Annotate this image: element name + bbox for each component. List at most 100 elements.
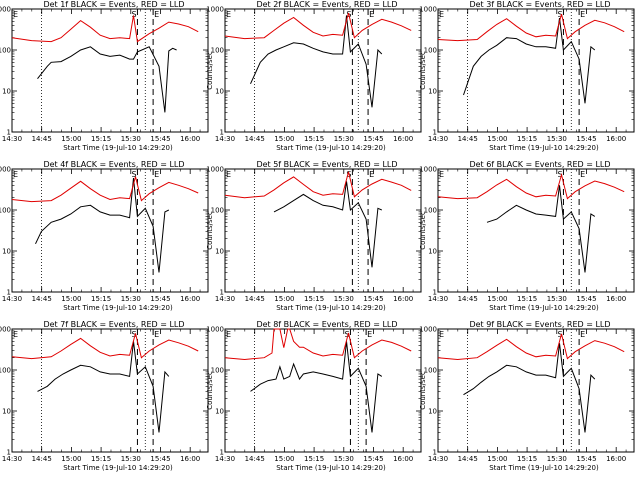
x-tick-label: 15:45	[363, 455, 383, 463]
marker-e-left: E	[226, 170, 231, 179]
x-tick-label: 15:30	[334, 295, 354, 303]
marker-e-left: E	[13, 330, 18, 339]
marker-s: S	[557, 330, 562, 339]
marker-e-left: E	[226, 10, 231, 19]
axes-frame	[11, 328, 209, 453]
x-tick-label: 15:30	[121, 455, 141, 463]
panel-svg: Det 8f BLACK = Events, RED = LLD 1 10 100 10…	[206, 320, 422, 472]
panel-title: Det 4f BLACK = Events, RED = LLD	[43, 160, 184, 169]
y-tick-label: 10	[2, 408, 11, 416]
x-tick-label: 15:45	[363, 135, 383, 143]
x-tick-label: 14:45	[32, 295, 52, 303]
marker-e-right: E	[369, 170, 374, 179]
x-tick-label: 15:45	[150, 135, 170, 143]
panel-title: Det 1f BLACK = Events, RED = LLD	[43, 0, 184, 9]
marker-e-right: E	[369, 10, 374, 19]
x-axis-label: Start Time (19-Jul-10 14:29:20)	[489, 464, 599, 472]
series-lld-line	[11, 15, 199, 43]
x-axis-label: Start Time (19-Jul-10 14:29:20)	[63, 144, 173, 152]
y-tick-label: 100	[424, 367, 437, 375]
detector-panel: Det 8f BLACK = Events, RED = LLD 1 10 100 10…	[206, 320, 426, 480]
x-tick-label: 14:30	[215, 135, 235, 143]
marker-e-right: E	[154, 170, 159, 179]
y-axis-label: Counts/sec	[419, 51, 427, 90]
x-tick-label: 15:15	[91, 455, 111, 463]
x-tick-label: 15:00	[487, 455, 507, 463]
marker-e-right: E	[154, 10, 159, 19]
panel-title: Det 9f BLACK = Events, RED = LLD	[469, 320, 610, 329]
series-events-line	[273, 181, 382, 268]
panel-svg: Det 3f BLACK = Events, RED = LLD 1 10 100 10…	[419, 0, 635, 152]
x-axis-label: Start Time (19-Jul-10 14:29:20)	[63, 464, 173, 472]
series-events-line	[486, 185, 596, 273]
y-tick-label: 1	[220, 449, 224, 457]
y-tick-label: 1000	[206, 6, 224, 14]
y-tick-label: 10	[2, 248, 11, 256]
panel-svg: Det 2f BLACK = Events, RED = LLD 1 10 100 10…	[206, 0, 422, 152]
y-tick-label: 10	[428, 408, 437, 416]
x-tick-label: 15:15	[91, 295, 111, 303]
x-tick-label: 14:30	[428, 295, 448, 303]
marker-e-right: E	[580, 10, 585, 19]
marker-s: S	[131, 10, 136, 19]
y-axis-label: Counts/sec	[0, 371, 1, 410]
x-tick-label: 14:45	[245, 455, 265, 463]
x-tick-label: 15:30	[121, 135, 141, 143]
y-tick-label: 1	[7, 129, 11, 137]
panel-svg: Det 6f BLACK = Events, RED = LLD 1 10 100 10…	[419, 160, 635, 312]
y-tick-label: 100	[0, 47, 11, 55]
axes-frame	[224, 328, 422, 453]
x-tick-label: 14:45	[32, 455, 52, 463]
marker-e-left: E	[439, 10, 444, 19]
x-tick-label: 14:30	[2, 295, 22, 303]
x-tick-label: 14:30	[2, 135, 22, 143]
x-tick-label: 15:30	[334, 135, 354, 143]
x-axis-label: Start Time (19-Jul-10 14:29:20)	[489, 144, 599, 152]
x-tick-label: 15:00	[487, 295, 507, 303]
y-axis-label: Counts/sec	[0, 211, 1, 250]
detector-panel: Det 4f BLACK = Events, RED = LLD 1 10 100 10…	[0, 160, 213, 320]
series-lld-line	[437, 172, 625, 200]
x-tick-label: 15:15	[517, 455, 537, 463]
x-tick-label: 15:30	[121, 295, 141, 303]
series-events-line	[463, 343, 596, 433]
marker-s: S	[131, 330, 136, 339]
axes-frame	[437, 168, 635, 293]
x-tick-label: 14:45	[458, 135, 478, 143]
panel-svg: Det 5f BLACK = Events, RED = LLD 1 10 100 10…	[206, 160, 422, 312]
y-axis-label: Counts/sec	[419, 211, 427, 250]
marker-s: S	[344, 330, 349, 339]
y-tick-label: 100	[211, 207, 224, 215]
y-tick-label: 10	[428, 88, 437, 96]
x-tick-label: 15:30	[547, 295, 567, 303]
x-tick-label: 14:30	[2, 455, 22, 463]
x-tick-label: 15:45	[576, 135, 596, 143]
x-tick-label: 14:30	[428, 455, 448, 463]
panel-title: Det 6f BLACK = Events, RED = LLD	[469, 160, 610, 169]
x-tick-label: 14:45	[32, 135, 52, 143]
detector-panel: Det 9f BLACK = Events, RED = LLD 1 10 100 10…	[419, 320, 639, 480]
x-tick-label: 15:15	[517, 135, 537, 143]
panel-title: Det 3f BLACK = Events, RED = LLD	[469, 0, 610, 9]
y-tick-label: 100	[424, 207, 437, 215]
x-tick-label: 15:15	[304, 135, 324, 143]
y-tick-label: 1000	[206, 326, 224, 334]
marker-e-left: E	[226, 330, 231, 339]
detector-panel: Det 2f BLACK = Events, RED = LLD 1 10 100 10…	[206, 0, 426, 160]
y-tick-label: 1	[7, 289, 11, 297]
panel-title: Det 2f BLACK = Events, RED = LLD	[256, 0, 397, 9]
series-events-line	[463, 18, 596, 104]
y-tick-label: 1000	[0, 6, 11, 14]
x-tick-label: 15:45	[576, 455, 596, 463]
axes-frame	[437, 328, 635, 453]
y-tick-label: 10	[428, 248, 437, 256]
marker-s: S	[557, 170, 562, 179]
x-tick-label: 15:45	[363, 295, 383, 303]
y-tick-label: 1000	[419, 326, 437, 334]
panel-svg: Det 9f BLACK = Events, RED = LLD 1 10 100 10…	[419, 320, 635, 472]
detector-panel: Det 7f BLACK = Events, RED = LLD 1 10 100 10…	[0, 320, 213, 480]
y-tick-label: 1000	[206, 166, 224, 174]
y-tick-label: 100	[211, 367, 224, 375]
panel-svg: Det 4f BLACK = Events, RED = LLD 1 10 100 10…	[0, 160, 209, 312]
